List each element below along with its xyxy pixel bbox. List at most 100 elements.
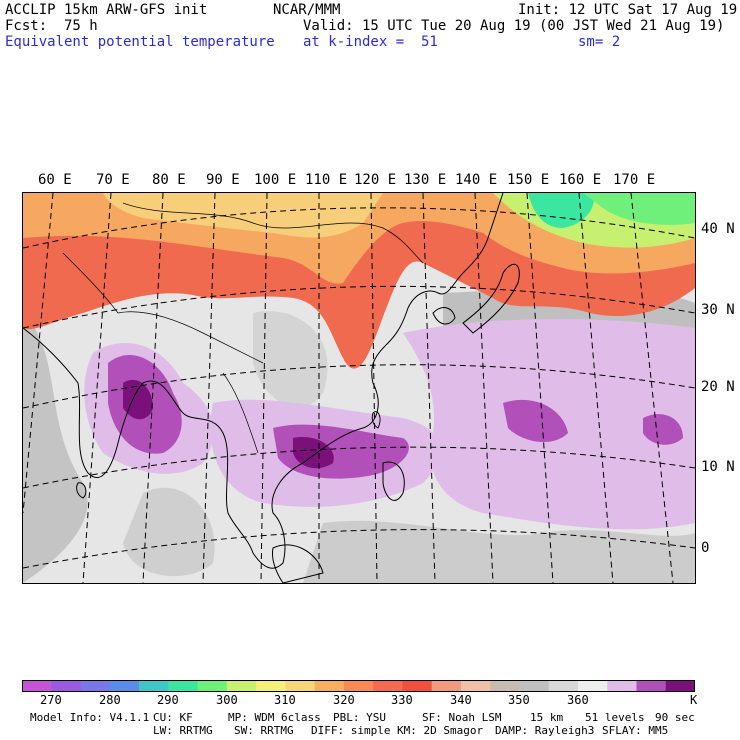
smoothing: sm= 2 <box>578 34 621 50</box>
parallel-30n <box>23 285 695 329</box>
colorbar-tick-270: 270 <box>40 693 62 707</box>
colorbar-swatch <box>665 680 695 692</box>
colorbar-swatch <box>139 680 169 692</box>
border-himalaya <box>117 311 264 364</box>
lon-label-100e: 100 E <box>254 172 297 188</box>
level-index: at k-index = 51 <box>303 34 438 50</box>
coastline-japan <box>462 263 520 334</box>
purple-region-east <box>643 414 683 445</box>
footer-damp: DAMP: Rayleigh3 <box>495 724 595 737</box>
map-canvas <box>23 193 695 583</box>
meridian-70e <box>82 193 112 583</box>
meridian-170e <box>630 193 674 583</box>
footer-sw: SW: RRTMG <box>234 724 294 737</box>
colorbar-tick-280: 280 <box>99 693 121 707</box>
footer-pbl: PBL: YSU <box>333 711 386 724</box>
border-central-asia <box>62 252 119 314</box>
lat-label-20n: 20 N <box>701 379 735 395</box>
coastline-borneo <box>272 544 324 583</box>
lon-label-80e: 80 E <box>152 172 186 188</box>
purple-region-pacific <box>503 399 568 443</box>
footer-timestep: 90 sec <box>655 711 695 724</box>
theta-e-map <box>22 192 696 584</box>
meridian-100e <box>260 193 268 583</box>
model-title: ACCLIP 15km ARW-GFS init <box>5 2 208 18</box>
cool-region-teal <box>528 193 594 228</box>
org-label: NCAR/MMM <box>273 2 341 18</box>
grey-region-west <box>23 313 88 583</box>
footer-km: KM: 2D Smagor <box>397 724 484 737</box>
colorbar-tick-360: 360 <box>567 693 589 707</box>
lon-label-130e: 130 E <box>404 172 447 188</box>
colorbar-tick-300: 300 <box>216 693 238 707</box>
colorbar-swatch <box>80 680 111 692</box>
field-name: Equivalent potential temperature <box>5 34 275 50</box>
coastline-philippines <box>382 461 405 501</box>
colorbar-swatch <box>636 680 667 692</box>
footer-model-info: Model Info: V4.1.1 <box>30 711 150 724</box>
colorbar-swatch <box>343 680 374 692</box>
colorbar-tick-320: 320 <box>333 693 355 707</box>
valid-time: Valid: 15 UTC Tue 20 Aug 19 (00 JST Wed … <box>303 18 725 34</box>
init-time: Init: 12 UTC Sat 17 Aug 19 <box>518 2 738 18</box>
colorbar-swatch <box>548 680 579 692</box>
grey-region-south <box>303 520 695 583</box>
lon-label-120e: 120 E <box>354 172 397 188</box>
lat-label-30n: 30 N <box>701 302 735 318</box>
footer-sflay: SFLAY: MM5 <box>602 724 669 737</box>
footer-cu: CU: KF <box>153 711 193 724</box>
colorbar-tick-330: 330 <box>391 693 413 707</box>
colorbar-swatch <box>168 680 199 692</box>
meridian-120e <box>370 193 378 583</box>
colorbar-tick-310: 310 <box>274 693 296 707</box>
grey-region-bay <box>123 487 215 577</box>
colorbar-swatch <box>226 680 257 692</box>
meridian-130e <box>422 193 436 583</box>
lat-label-0: 0 <box>701 540 710 556</box>
colorbar-swatch <box>51 680 82 692</box>
meridian-150e <box>526 193 554 583</box>
lon-label-110e: 110 E <box>305 172 348 188</box>
coastline-korea <box>432 307 456 325</box>
lon-label-70e: 70 E <box>96 172 130 188</box>
colorbar-swatch <box>314 680 345 692</box>
colorbar-swatch <box>519 680 550 692</box>
colorbar-swatch <box>22 680 52 692</box>
coastline-taiwan <box>371 411 381 429</box>
colorbar-tick-340: 340 <box>450 693 472 707</box>
colorbar-tick-290: 290 <box>157 693 179 707</box>
meridian-140e <box>474 193 494 583</box>
colorbar <box>22 680 695 692</box>
colorbar-swatch <box>577 680 608 692</box>
border-indochina <box>222 372 259 454</box>
colorbar-swatch <box>490 680 520 692</box>
colorbar-swatch <box>460 680 491 692</box>
colorbar-swatch <box>373 680 403 692</box>
lon-label-160e: 160 E <box>559 172 602 188</box>
colorbar-border <box>22 680 695 692</box>
lon-label-140e: 140 E <box>455 172 498 188</box>
grey-region-china <box>253 311 328 408</box>
meridian-90e <box>202 193 216 583</box>
colorbar-swatch <box>285 680 316 692</box>
lon-label-150e: 150 E <box>507 172 550 188</box>
meridian-160e <box>578 193 614 583</box>
coastline-sri-lanka <box>76 482 87 499</box>
colorbar-unit: K <box>690 693 698 707</box>
parallel-20n <box>23 364 695 409</box>
colorbar-swatch <box>607 680 637 692</box>
lon-label-60e: 60 E <box>38 172 72 188</box>
colorbar-swatch <box>109 680 140 692</box>
meridian-60e <box>23 193 54 514</box>
cool-region-lightgreen <box>583 193 695 225</box>
lat-label-40n: 40 N <box>701 221 735 237</box>
forecast-label: Fcst: <box>5 18 48 34</box>
coastlines <box>23 193 520 583</box>
border-mongolia <box>122 202 424 264</box>
colorbar-swatch <box>256 680 286 692</box>
colorbar-swatch <box>431 680 462 692</box>
coastline-mainland <box>23 193 504 569</box>
colorbar-swatch <box>197 680 228 692</box>
footer-mp: MP: WDM 6class <box>228 711 321 724</box>
footer-lw: LW: RRTMG <box>153 724 213 737</box>
